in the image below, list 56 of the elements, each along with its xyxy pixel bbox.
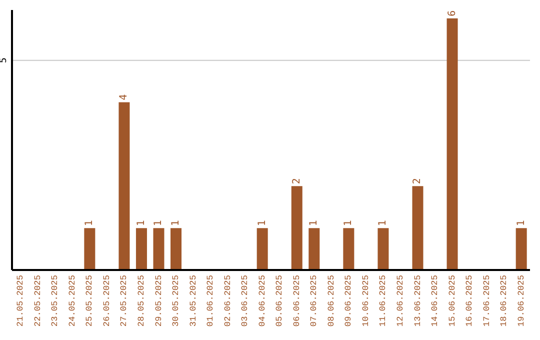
x-tick-label: 08.06.2025 [326,275,336,327]
bar [153,228,164,270]
x-tick-label: 31.05.2025 [188,275,198,327]
x-tick-label: 29.05.2025 [154,275,164,327]
data-label: 1 [170,220,182,226]
x-tick-label: 27.05.2025 [119,275,130,327]
bar [136,228,147,270]
x-tick-label: 03.06.2025 [240,275,250,327]
bar [118,102,130,270]
x-tick-label: 24.05.2025 [67,275,78,327]
x-tick-label: 28.05.2025 [136,275,146,327]
bar [343,228,354,270]
x-tick-label: 19.06.2025 [516,275,526,327]
data-label: 1 [378,220,389,226]
bar [84,228,96,270]
bar [170,228,182,270]
data-label: 1 [136,220,147,226]
x-tick-label: 06.06.2025 [292,275,302,327]
x-tick-label: 15.06.2025 [447,275,458,327]
x-tick-label: 13.06.2025 [412,275,423,327]
data-label: 2 [412,178,424,184]
bar [378,228,389,270]
bar [446,18,458,270]
bar [291,186,302,270]
x-tick-label: 25.05.2025 [84,275,95,327]
x-tick-label: 05.06.2025 [274,275,285,327]
x-tick-label: 23.05.2025 [50,275,60,327]
x-tick-label: 22.05.2025 [32,275,43,327]
data-label: 6 [446,10,458,16]
x-tick-label: 12.06.2025 [396,275,406,327]
bar [256,228,268,270]
x-tick-label: 17.06.2025 [482,275,492,327]
bar [516,228,527,270]
data-label: 1 [84,220,96,226]
data-label: 1 [153,220,164,226]
data-label: 1 [256,220,268,226]
x-tick-label: 16.06.2025 [464,275,475,327]
data-label: 1 [516,220,527,226]
data-label: 4 [118,94,130,100]
x-tick-label: 26.05.2025 [102,275,112,327]
x-tick-label: 11.06.2025 [378,275,388,327]
data-label: 1 [343,220,354,226]
x-tick-label: 07.06.2025 [309,275,320,327]
x-tick-label: 30.05.2025 [171,275,182,327]
x-tick-label: 21.05.2025 [16,275,26,327]
x-tick-label: 14.06.2025 [430,275,440,327]
bar [308,228,320,270]
data-label: 1 [308,220,320,226]
bar [412,186,424,270]
data-label: 2 [291,178,302,184]
x-tick-label: 02.06.2025 [222,275,233,327]
x-tick-label: 04.06.2025 [257,275,268,327]
x-tick-label: 18.06.2025 [499,275,510,327]
x-tick-label: 10.06.2025 [360,275,371,327]
x-tick-label: 09.06.2025 [344,275,354,327]
x-tick-label: 01.06.2025 [206,275,216,327]
